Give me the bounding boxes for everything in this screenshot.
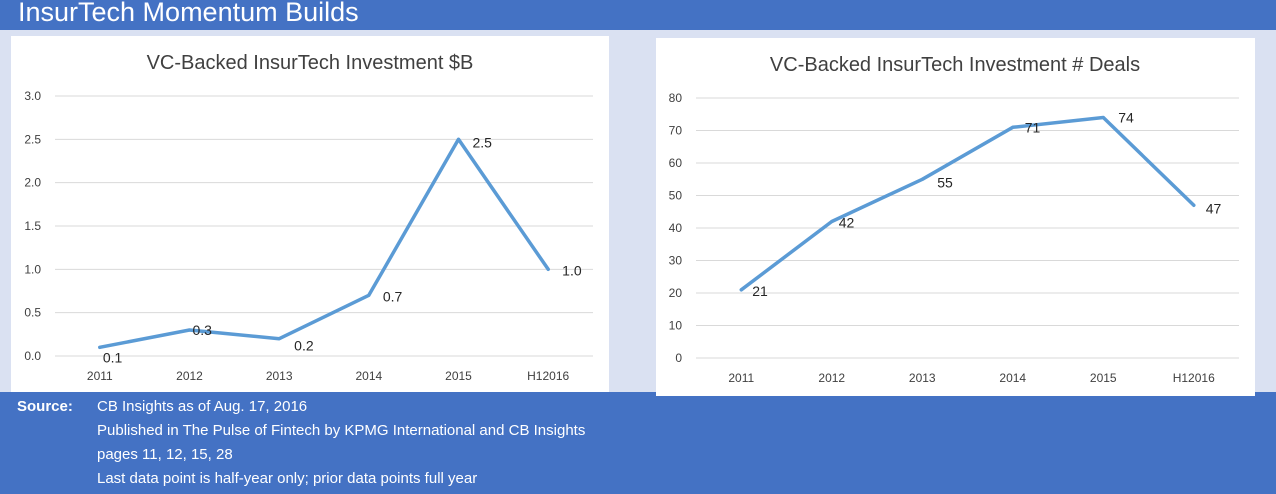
title-bar: InsurTech Momentum Builds bbox=[0, 0, 1276, 30]
x-tick-label: 2014 bbox=[999, 371, 1026, 385]
data-point bbox=[188, 328, 191, 332]
data-point bbox=[1011, 125, 1015, 129]
series-line bbox=[98, 137, 550, 350]
y-tick-label: 20 bbox=[669, 286, 683, 300]
y-tick-label: 0.5 bbox=[24, 306, 41, 320]
y-tick-label: 1.5 bbox=[24, 219, 41, 233]
y-tick-label: 40 bbox=[669, 221, 683, 235]
y-tick-label: 0.0 bbox=[24, 349, 41, 363]
data-label: 0.1 bbox=[103, 349, 123, 365]
data-label: 47 bbox=[1206, 200, 1222, 216]
data-point bbox=[546, 267, 550, 271]
data-point bbox=[1101, 116, 1105, 119]
y-tick-label: 2.5 bbox=[24, 132, 41, 146]
data-label: 0.7 bbox=[383, 288, 403, 304]
data-label: 1.0 bbox=[562, 262, 582, 278]
y-tick-label: 60 bbox=[669, 156, 683, 170]
data-point bbox=[98, 345, 102, 349]
page-title: InsurTech Momentum Builds bbox=[18, 0, 359, 27]
data-label: 55 bbox=[937, 174, 953, 190]
data-point bbox=[1192, 203, 1196, 207]
y-tick-label: 30 bbox=[669, 254, 683, 268]
x-tick-label: 2011 bbox=[728, 371, 754, 385]
data-point bbox=[277, 337, 281, 341]
y-tick-label: 0 bbox=[675, 351, 682, 365]
deals-line-chart: VC-Backed InsurTech Investment # Deals 0… bbox=[669, 54, 1239, 385]
y-tick-label: 1.0 bbox=[24, 262, 41, 276]
source-lines: CB Insights as of Aug. 17, 2016 Publishe… bbox=[97, 398, 585, 494]
investment-line-chart: VC-Backed InsurTech Investment $B 0.0 0.5… bbox=[24, 52, 593, 383]
x-tick-label: 2013 bbox=[266, 369, 293, 383]
y-tick-label: 10 bbox=[669, 319, 683, 333]
investment-chart-panel: VC-Backed InsurTech Investment $B 0.0 0.5… bbox=[11, 36, 609, 392]
data-point bbox=[830, 220, 834, 223]
data-point bbox=[920, 177, 924, 181]
y-tick-label: 2.0 bbox=[24, 176, 41, 190]
source-line-2: Published in The Pulse of Fintech by KPM… bbox=[97, 422, 586, 439]
x-tick-label: 2013 bbox=[909, 371, 936, 385]
x-tick-label: 2014 bbox=[355, 369, 382, 383]
data-point bbox=[739, 288, 743, 292]
source-line-3: pages 11, 12, 15, 28 bbox=[97, 446, 233, 463]
x-tick-label: 2011 bbox=[87, 369, 113, 383]
y-tick-label: 80 bbox=[669, 91, 683, 105]
data-label: 0.3 bbox=[193, 322, 213, 338]
source-line-4: Last data point is half-year only; prior… bbox=[97, 470, 478, 487]
data-label: 71 bbox=[1025, 119, 1041, 135]
data-point bbox=[367, 293, 371, 297]
source-label: Source: bbox=[17, 398, 73, 415]
series-line bbox=[739, 115, 1196, 292]
x-tick-label: H12016 bbox=[527, 369, 569, 383]
data-label: 0.2 bbox=[294, 338, 314, 354]
y-tick-label: 50 bbox=[669, 189, 683, 203]
x-tick-label: 2012 bbox=[818, 371, 845, 385]
data-label: 2.5 bbox=[473, 134, 493, 150]
chart-title: VC-Backed InsurTech Investment # Deals bbox=[770, 54, 1140, 76]
x-tick-label: 2015 bbox=[1090, 371, 1117, 385]
x-tick-label: 2012 bbox=[176, 369, 203, 383]
data-label: 74 bbox=[1118, 110, 1134, 126]
y-tick-label: 3.0 bbox=[24, 89, 41, 103]
source-footer: Source: CB Insights as of Aug. 17, 2016 … bbox=[0, 395, 1276, 488]
y-tick-label: 70 bbox=[669, 124, 683, 138]
data-label: 21 bbox=[752, 283, 768, 299]
data-label: 42 bbox=[839, 215, 855, 231]
chart-title: VC-Backed InsurTech Investment $B bbox=[147, 52, 474, 74]
deals-chart-panel: VC-Backed InsurTech Investment # Deals 0… bbox=[656, 38, 1255, 396]
x-tick-label: 2015 bbox=[445, 369, 472, 383]
x-tick-label: H12016 bbox=[1173, 371, 1215, 385]
data-point bbox=[457, 137, 460, 141]
source-line-1: CB Insights as of Aug. 17, 2016 bbox=[97, 398, 308, 415]
